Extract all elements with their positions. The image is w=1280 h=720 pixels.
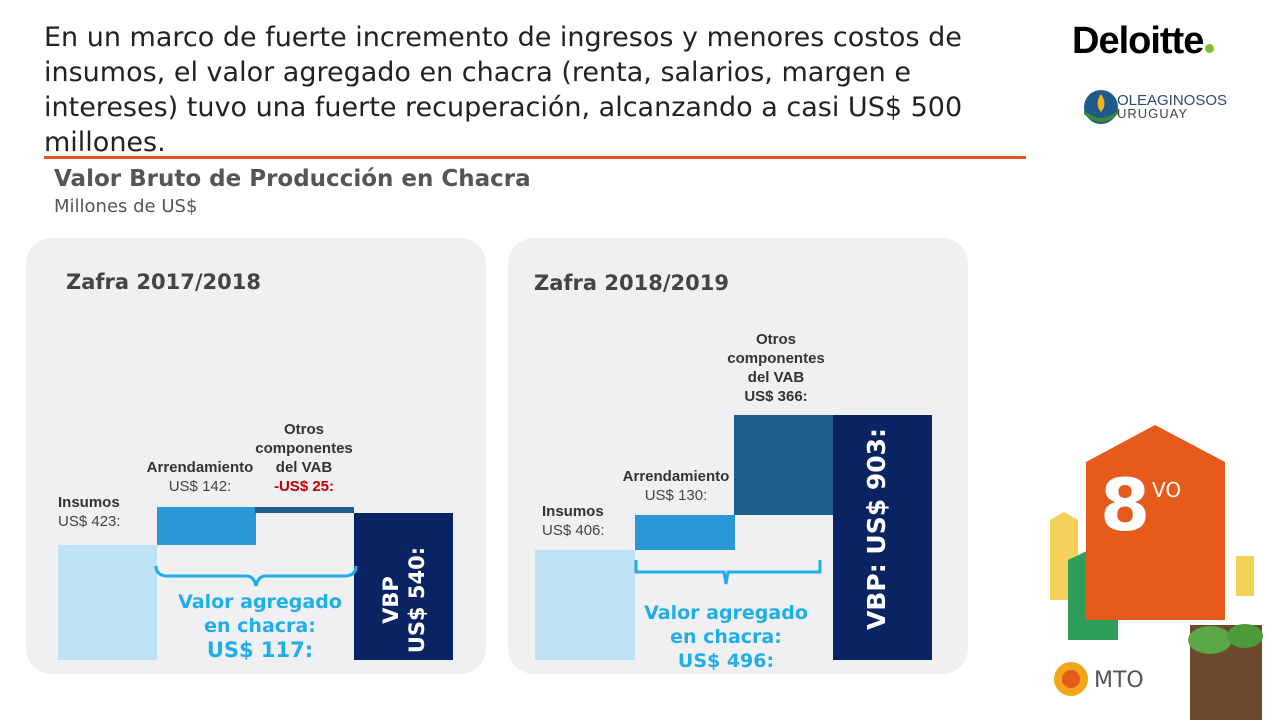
deloitte-dot-icon [1205, 44, 1215, 53]
cat-arrendamiento-2018: Arrendamiento [622, 468, 730, 485]
panel-title-2017-2018: Zafra 2017/2018 [66, 270, 261, 294]
deloitte-logo: Deloitte [1072, 20, 1215, 63]
bar-otros [734, 415, 834, 515]
cat-insumos-2018: Insumos [542, 503, 604, 520]
oleaginosos-line2: URUGUAY [1117, 106, 1189, 121]
cat-otros-2018-l2: componentes [727, 350, 825, 367]
bar-otros [255, 506, 354, 514]
event-suffix: VO [1152, 478, 1181, 502]
cat-otros-2017-l2: componentes [255, 440, 353, 457]
event-number: 8 [1100, 463, 1150, 547]
event-8vo-logo: 8 VO [1050, 425, 1263, 720]
va-line1-2018: Valor agregado [644, 602, 808, 624]
va-value-2018: US$ 496: [677, 650, 775, 672]
vbp-title-2017: VBP [379, 576, 403, 624]
bar-arrendamiento [157, 506, 256, 546]
vbp-value-2018: VBP: US$ 903: [862, 428, 891, 631]
va-line2-2018: en chacra: [670, 626, 782, 648]
chart-subtitle: Millones de US$ [54, 196, 198, 217]
vbp-label-2018: VBP: US$ 903: [862, 424, 891, 634]
va-value-2017: US$ 117: [206, 638, 314, 662]
bar-vbp [354, 513, 453, 660]
value-insumos-2018: US$ 406: [542, 522, 605, 539]
label-insumos-2018: Insumos US$ 406: [542, 502, 605, 540]
value-arrendamiento-2017: US$ 142: [168, 478, 232, 495]
label-otros-2018: Otros componentes del VAB US$ 366: [716, 330, 836, 406]
cat-otros-2018-l3: del VAB [747, 369, 805, 386]
page-headline: En un marco de fuerte incremento de ingr… [44, 22, 963, 158]
bar-vbp [833, 415, 932, 660]
label-otros-2017: Otros componentes del VAB -US$ 25: [244, 420, 364, 496]
value-otros-2017: -US$ 25: [273, 478, 335, 495]
vbp-label-2017: VBP US$ 540: [378, 530, 430, 670]
value-arrendamiento-2018: US$ 130: [644, 487, 708, 504]
bar-arrendamiento [635, 514, 735, 550]
vbp-value-2017: US$ 540: [405, 546, 429, 654]
cat-otros-2017-l3: del VAB [275, 459, 333, 476]
va-line2-2017: en chacra: [204, 615, 316, 637]
cat-otros-2017-l1: Otros [283, 421, 324, 438]
valor-agregado-2017: Valor agregado en chacra: US$ 117: [150, 590, 370, 662]
header-divider [44, 156, 1026, 159]
label-arrendamiento-2017: Arrendamiento US$ 142: [140, 458, 260, 496]
mto-logo: MTO [1054, 662, 1144, 696]
oleaginosos-line1: OLEAGINOSOS [1117, 92, 1228, 109]
bar-insumos [535, 549, 635, 660]
cat-otros-2018-l1: Otros [755, 331, 796, 348]
cat-insumos-2017: Insumos [58, 494, 120, 511]
valor-agregado-2018: Valor agregado en chacra: US$ 496: [616, 601, 836, 673]
value-insumos-2017: US$ 423: [58, 513, 121, 530]
deloitte-logo-text: Deloitte [1072, 20, 1204, 62]
label-arrendamiento-2018: Arrendamiento US$ 130: [616, 467, 736, 505]
label-insumos-2017: Insumos US$ 423: [58, 493, 121, 531]
chart-title: Valor Bruto de Producción en Chacra [54, 166, 531, 192]
value-otros-2018: US$ 366: [744, 388, 808, 405]
cat-arrendamiento-2017: Arrendamiento [146, 459, 254, 476]
oleaginosos-logo-text: OLEAGINOSOS URUGUAY [1117, 92, 1228, 121]
panel-title-2018-2019: Zafra 2018/2019 [534, 271, 729, 295]
oleaginosos-logo-icon [1084, 90, 1118, 124]
bar-insumos [58, 545, 157, 660]
mto-text: MTO [1094, 668, 1144, 693]
va-line1-2017: Valor agregado [178, 591, 342, 613]
